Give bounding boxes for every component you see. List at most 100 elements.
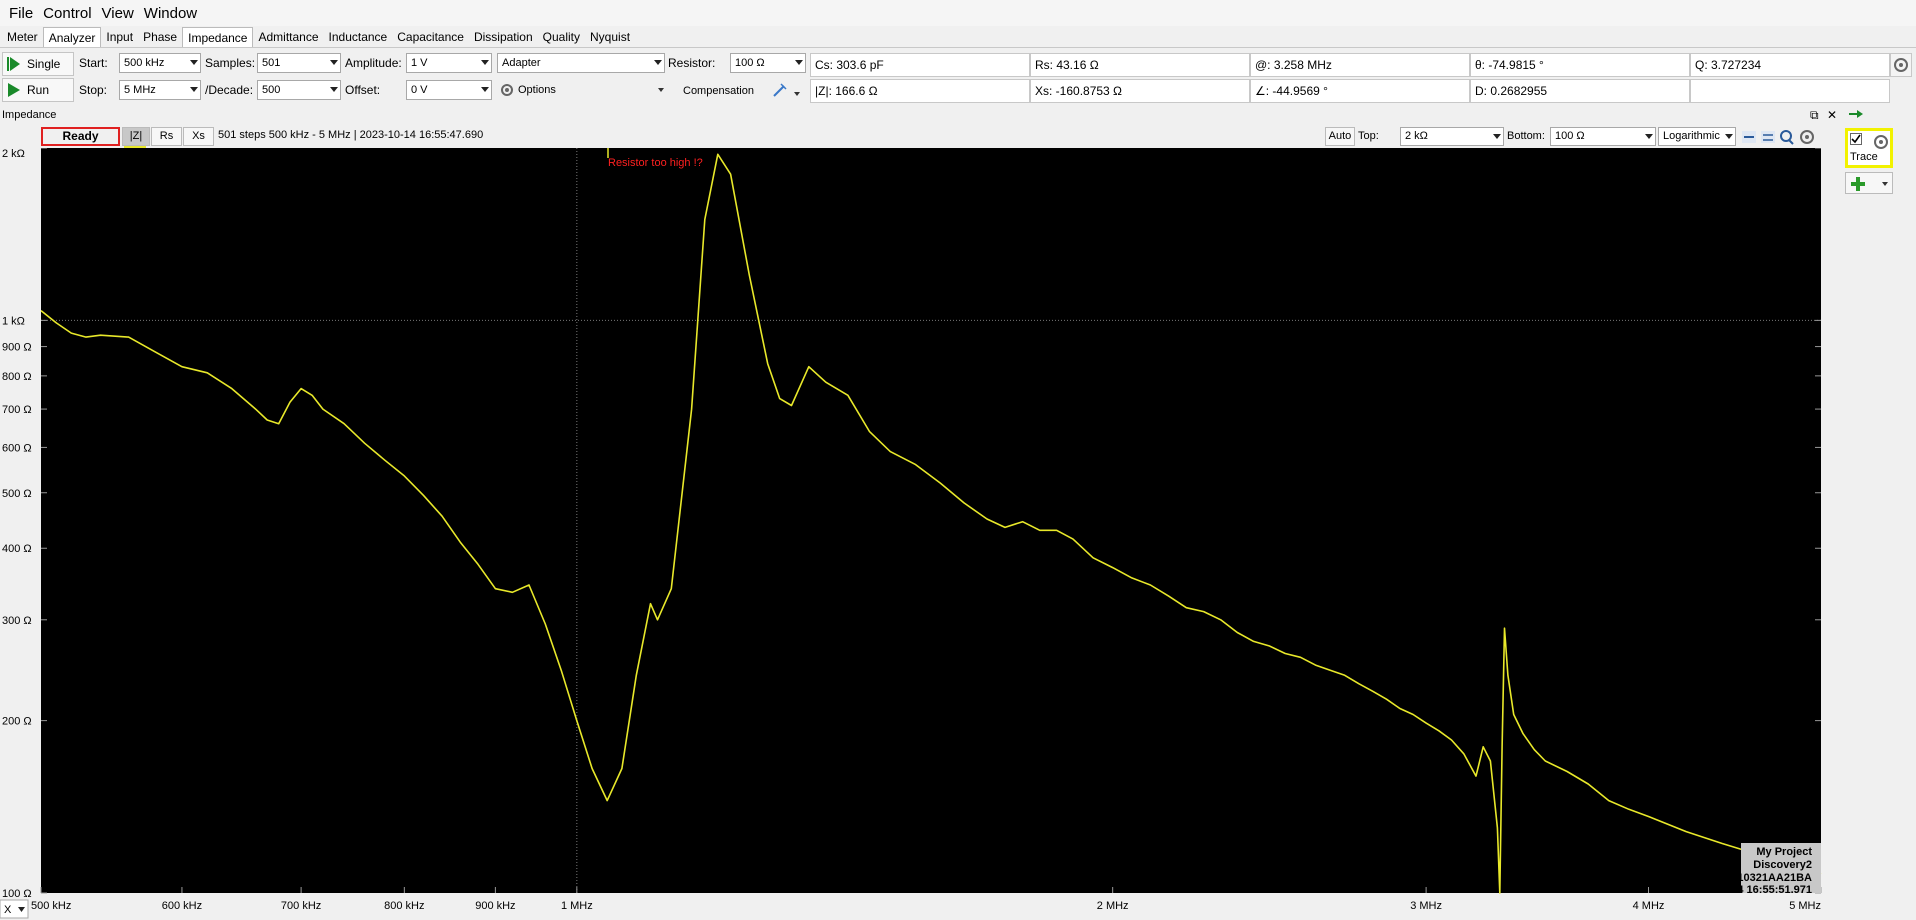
tab-phase[interactable]: Phase <box>143 30 178 44</box>
readout-theta: θ: -74.9815 ° <box>1470 53 1690 77</box>
resistor-select[interactable]: 100 Ω <box>730 53 806 73</box>
tab-dissipation[interactable]: Dissipation <box>473 30 533 44</box>
top-label: Top: <box>1358 130 1379 142</box>
stop-value: 5 MHz <box>124 84 156 96</box>
readout-settings-button[interactable] <box>1890 53 1912 77</box>
dropdown-arrow-icon <box>330 87 338 92</box>
amplitude-label: Amplitude: <box>345 56 402 70</box>
offset-select[interactable]: 0 V <box>406 80 492 100</box>
watermark-box <box>1741 843 1821 893</box>
options-menu-button[interactable]: Options <box>500 80 665 100</box>
start-label: Start: <box>79 56 108 70</box>
panel-close-icon[interactable]: ✕ <box>1827 108 1838 122</box>
y-tick-label: 300 Ω <box>2 615 32 627</box>
single-step-icon <box>7 57 20 71</box>
tab-meter[interactable]: Meter <box>7 30 38 44</box>
compensation-button[interactable] <box>772 82 800 100</box>
x-axis-ticks: 500 kHz 600 kHz 700 kHz 800 kHz 900 kHz 1 MHz… <box>31 887 1822 912</box>
tab-inductance[interactable]: Inductance <box>328 30 388 44</box>
trace-card[interactable]: Trace <box>1845 128 1893 168</box>
add-trace-button[interactable] <box>1845 172 1893 194</box>
decade-value: 500 <box>262 84 281 96</box>
menu-file[interactable]: File <box>9 4 34 22</box>
start-value: 500 kHz <box>124 57 165 69</box>
plot-settings-icon[interactable] <box>1800 130 1814 144</box>
dropdown-arrow-icon <box>18 907 25 912</box>
single-button[interactable]: Single <box>2 52 74 76</box>
run-label: Run <box>27 83 50 97</box>
gear-icon <box>501 84 513 96</box>
top-select[interactable]: 2 kΩ <box>1400 127 1504 146</box>
auto-scale-button[interactable]: Auto <box>1325 127 1355 146</box>
menu-control[interactable]: Control <box>43 4 92 22</box>
readout-xs: Xs: -160.8753 Ω <box>1030 79 1250 103</box>
trace-settings-icon[interactable] <box>1872 133 1890 151</box>
readout-frequency: @: 3.258 MHz <box>1250 53 1470 77</box>
warning-label: Resistor too high !? <box>608 157 703 169</box>
trace-side-panel: Trace <box>1843 104 1916 920</box>
watermark-serial: SN:210321AA21BA <box>1712 872 1812 884</box>
trace-button-rs[interactable]: Rs <box>151 127 182 146</box>
readout-angle: ∠: -44.9569 ° <box>1250 79 1470 103</box>
compensation-label: Compensation <box>683 85 754 97</box>
x-axis-corner-select[interactable] <box>0 899 29 919</box>
tab-nyquist[interactable]: Nyquist <box>590 30 631 44</box>
watermark-project: My Project <box>1756 846 1812 858</box>
y-tick-label: 200 Ω <box>2 716 32 728</box>
y-tick-label: 700 Ω <box>2 404 32 416</box>
status-indicator: Ready <box>41 127 120 146</box>
dropdown-arrow-icon <box>654 60 662 65</box>
compensation-wand-icon <box>773 83 787 97</box>
dropdown-arrow-icon <box>190 60 198 65</box>
trace-checkbox[interactable] <box>1850 133 1862 145</box>
gear-icon <box>1894 58 1908 72</box>
x-tick-label: 4 MHz <box>1633 900 1665 912</box>
stop-frequency-select[interactable]: 5 MHz <box>119 80 201 100</box>
tab-quality[interactable]: Quality <box>542 30 581 44</box>
cursor-x-icon[interactable] <box>1742 131 1756 143</box>
bottom-select[interactable]: 100 Ω <box>1550 127 1656 146</box>
run-button[interactable]: Run <box>2 78 74 102</box>
resistor-value: 100 Ω <box>735 57 765 69</box>
tab-analyzer[interactable]: Analyzer <box>42 27 102 47</box>
dropdown-arrow-icon <box>795 60 803 65</box>
y-tick-label: 2 kΩ <box>2 148 25 160</box>
impedance-chart[interactable]: 2 kΩ 1 kΩ 900 Ω 800 Ω 700 Ω 600 Ω 500 Ω 400 Ω 30… <box>0 148 1843 920</box>
tab-capacitance[interactable]: Capacitance <box>397 30 464 44</box>
trace-button-z[interactable]: |Z| <box>122 127 150 146</box>
x-axis-corner-label: X <box>4 904 12 916</box>
amplitude-value: 1 V <box>411 57 428 69</box>
bottom-value: 100 Ω <box>1555 130 1585 142</box>
dropdown-arrow-icon <box>330 60 338 65</box>
tab-admittance[interactable]: Admittance <box>258 30 319 44</box>
cursor-y-icon[interactable] <box>1761 131 1775 143</box>
top-value: 2 kΩ <box>1405 130 1428 142</box>
offset-label: Offset: <box>345 83 381 97</box>
samples-select[interactable]: 501 <box>257 53 341 73</box>
y-tick-label: 400 Ω <box>2 543 32 555</box>
zoom-icon[interactable] <box>1780 130 1794 145</box>
trace-button-xs[interactable]: Xs <box>183 127 214 146</box>
scale-select[interactable]: Logarithmic <box>1658 127 1736 146</box>
x-tick-label: 800 kHz <box>384 900 424 912</box>
play-icon <box>8 83 20 97</box>
tab-input[interactable]: Input <box>106 30 134 44</box>
scale-value: Logarithmic <box>1663 130 1720 142</box>
amplitude-select[interactable]: 1 V <box>406 53 492 73</box>
y-tick-label: 1 kΩ <box>2 315 25 327</box>
y-tick-label: 800 Ω <box>2 371 32 383</box>
plus-icon <box>1851 177 1865 191</box>
panel-restore-icon[interactable]: ⧉ <box>1810 108 1819 122</box>
tab-impedance[interactable]: Impedance <box>182 27 254 47</box>
menu-window[interactable]: Window <box>143 4 198 22</box>
start-frequency-select[interactable]: 500 kHz <box>119 53 201 73</box>
x-tick-label: 500 kHz <box>31 900 71 912</box>
per-decade-select[interactable]: 500 <box>257 80 341 100</box>
plot-area[interactable] <box>41 148 1821 893</box>
chart-grid <box>41 148 1821 893</box>
menu-view[interactable]: View <box>101 4 134 22</box>
x-tick-label: 5 MHz <box>1789 900 1821 912</box>
adapter-select[interactable]: Adapter <box>497 53 665 73</box>
arrow-right-icon[interactable] <box>1848 108 1864 120</box>
